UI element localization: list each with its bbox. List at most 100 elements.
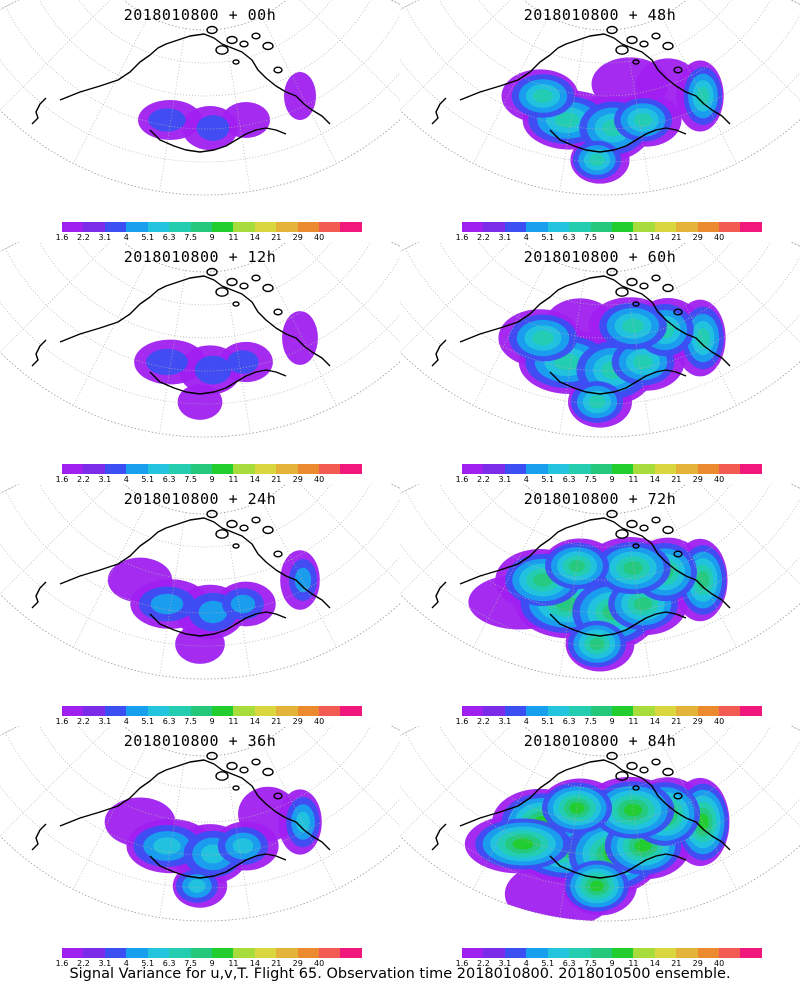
- figure-caption: Signal Variance for u,v,T. Flight 65. Ob…: [69, 966, 731, 982]
- colorbar-tick-label: 9: [209, 233, 215, 242]
- colorbar-swatch: [676, 464, 698, 474]
- colorbar-tick-label: 40: [314, 717, 325, 726]
- colorbar: 1.6 2.2 3.1 4 5.1 6.3 7.5 9 11 14 21 29 40: [456, 706, 762, 726]
- colorbar-swatch: [62, 464, 84, 474]
- colorbar-tick-label: 21: [271, 717, 282, 726]
- forecast-panel: 2018010800 + 84h 1.6 2.2 3.1 4 5.1 6.3 7.5 9 11 14…: [400, 726, 800, 968]
- colorbar-tick-label: 40: [314, 959, 325, 968]
- colorbar-tick-label: 29: [292, 959, 303, 968]
- colorbar-swatch: [147, 706, 170, 716]
- colorbar-swatch: [340, 464, 362, 474]
- colorbar-swatch: [211, 222, 234, 232]
- colorbar-swatch: [169, 706, 191, 716]
- colorbar-tick-label: 5.1: [541, 475, 555, 484]
- colorbar-tick-label: 9: [209, 959, 215, 968]
- colorbar-tick-label: 2.2: [477, 717, 490, 726]
- variance-contour: [634, 839, 652, 853]
- colorbar-swatch: [633, 222, 655, 232]
- panel-title: 2018010800 + 72h: [523, 490, 677, 508]
- variance-contour: [177, 384, 223, 420]
- colorbar-swatch: [126, 222, 148, 232]
- variance-contour: [623, 561, 643, 575]
- graticule: [0, 0, 400, 192]
- colorbar-tick-label: 29: [292, 233, 303, 242]
- colorbar-tick-label: 9: [609, 959, 615, 968]
- colorbar-tick-label: 5.1: [141, 233, 155, 242]
- colorbar: 1.6 2.2 3.1 4 5.1 6.3 7.5 9 11 14 21 29 40: [456, 948, 762, 968]
- variance-contour: [696, 328, 710, 348]
- colorbar-swatch: [611, 706, 634, 716]
- colorbar-tick-label: 6.3: [562, 475, 576, 484]
- colorbar-swatch: [211, 464, 234, 474]
- colorbar-swatch: [126, 464, 148, 474]
- colorbar-tick-label: 9: [609, 717, 615, 726]
- variance-contour: [282, 311, 318, 365]
- variance-field: [138, 72, 316, 150]
- colorbar-swatch: [190, 948, 212, 958]
- forecast-panel-grid: 2018010800 + 00h 1.6 2.2 3.1 4 5.1 6.3 7.5 9 11 14…: [0, 0, 800, 968]
- variance-field: [498, 297, 726, 428]
- colorbar-swatch: [254, 948, 277, 958]
- coastline: [431, 751, 731, 879]
- colorbar-tick-label: 3.1: [98, 717, 112, 726]
- colorbar-swatch: [633, 948, 655, 958]
- variance-contour: [230, 594, 256, 614]
- colorbar-tick-label: 9: [209, 475, 215, 484]
- polar-map: [0, 726, 400, 922]
- colorbar-tick-label: 1.6: [55, 475, 69, 484]
- colorbar-tick-label: 4: [123, 475, 129, 484]
- colorbar-swatch: [104, 948, 127, 958]
- colorbar-swatch: [233, 706, 255, 716]
- colorbar-tick-label: 1.6: [55, 717, 69, 726]
- colorbar-swatch: [569, 706, 591, 716]
- colorbar-swatch: [697, 222, 720, 232]
- variance-contour: [198, 600, 228, 624]
- polar-map: [0, 242, 400, 438]
- colorbar-tick-label: 4: [123, 959, 129, 968]
- variance-contour: [533, 89, 553, 103]
- graticule: [400, 0, 800, 192]
- colorbar-swatch: [211, 948, 234, 958]
- polar-map: [400, 726, 800, 922]
- colorbar-swatch: [254, 222, 277, 232]
- colorbar-tick-label: 7.5: [184, 717, 197, 726]
- colorbar-swatch: [633, 464, 655, 474]
- colorbar-swatch: [526, 464, 548, 474]
- colorbar: 1.6 2.2 3.1 4 5.1 6.3 7.5 9 11 14 21 29 40: [456, 464, 762, 484]
- colorbar-tick-label: 21: [671, 233, 682, 242]
- colorbar-tick-label: 6.3: [562, 233, 576, 242]
- colorbar-tick-label: 7.5: [584, 959, 597, 968]
- forecast-panel: 2018010800 + 48h 1.6 2.2 3.1 4 5.1 6.3 7.5 9 11 14…: [400, 0, 800, 242]
- variance-contour: [589, 153, 605, 167]
- colorbar-swatch: [569, 948, 591, 958]
- colorbar-tick-label: 11: [228, 233, 239, 242]
- colorbar-swatch: [147, 948, 170, 958]
- colorbar-swatch: [740, 706, 762, 716]
- colorbar-swatch: [590, 948, 612, 958]
- colorbar-swatch: [654, 464, 677, 474]
- colorbar-tick-label: 6.3: [162, 475, 176, 484]
- colorbar-swatch: [504, 222, 527, 232]
- colorbar-tick-label: 3.1: [498, 475, 512, 484]
- colorbar-swatch: [611, 948, 634, 958]
- colorbar-tick-label: 3.1: [498, 233, 512, 242]
- colorbar-swatch: [83, 706, 105, 716]
- colorbar-swatch: [62, 222, 84, 232]
- colorbar-tick-label: 11: [228, 717, 239, 726]
- coastline: [431, 25, 731, 153]
- colorbar-swatch: [483, 706, 505, 716]
- colorbar-tick-label: 4: [523, 475, 529, 484]
- colorbar-swatch: [611, 222, 634, 232]
- graticule: [0, 484, 400, 676]
- colorbar-tick-label: 5.1: [541, 717, 555, 726]
- coastline: [31, 751, 331, 879]
- colorbar-tick-label: 2.2: [477, 959, 490, 968]
- map-domain-outline: [0, 0, 400, 196]
- coastline: [31, 267, 331, 395]
- variance-field: [501, 57, 724, 184]
- colorbar-tick-label: 3.1: [98, 475, 112, 484]
- colorbar-swatch: [654, 222, 677, 232]
- colorbar-swatch: [62, 706, 84, 716]
- colorbar-swatch: [233, 464, 255, 474]
- colorbar-swatch: [169, 948, 191, 958]
